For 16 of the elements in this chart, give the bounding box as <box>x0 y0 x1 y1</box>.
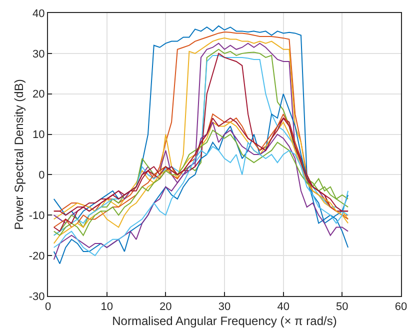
x-tick-label: 20 <box>160 301 172 314</box>
x-tick-label: 60 <box>394 301 408 314</box>
y-tick-label: -10 <box>28 210 45 222</box>
y-tick-label: 30 <box>32 48 45 60</box>
x-tick-label: 30 <box>218 301 231 314</box>
x-axis-title: Normalised Angular Frequency (× π rad/s) <box>112 314 337 328</box>
y-tick-label: 10 <box>32 129 45 142</box>
x-tick-label: 40 <box>277 301 290 314</box>
y-tick-label: 0 <box>38 170 45 182</box>
x-tick-label: 50 <box>336 301 348 314</box>
y-tick-label: -20 <box>28 250 45 262</box>
y-axis-title: Power Spectral Density (dB) <box>12 79 26 230</box>
y-tick-label: 20 <box>32 88 45 101</box>
y-tick-label: 40 <box>32 8 45 20</box>
y-tick-label: -30 <box>28 290 45 303</box>
x-tick-label: 10 <box>100 301 113 314</box>
